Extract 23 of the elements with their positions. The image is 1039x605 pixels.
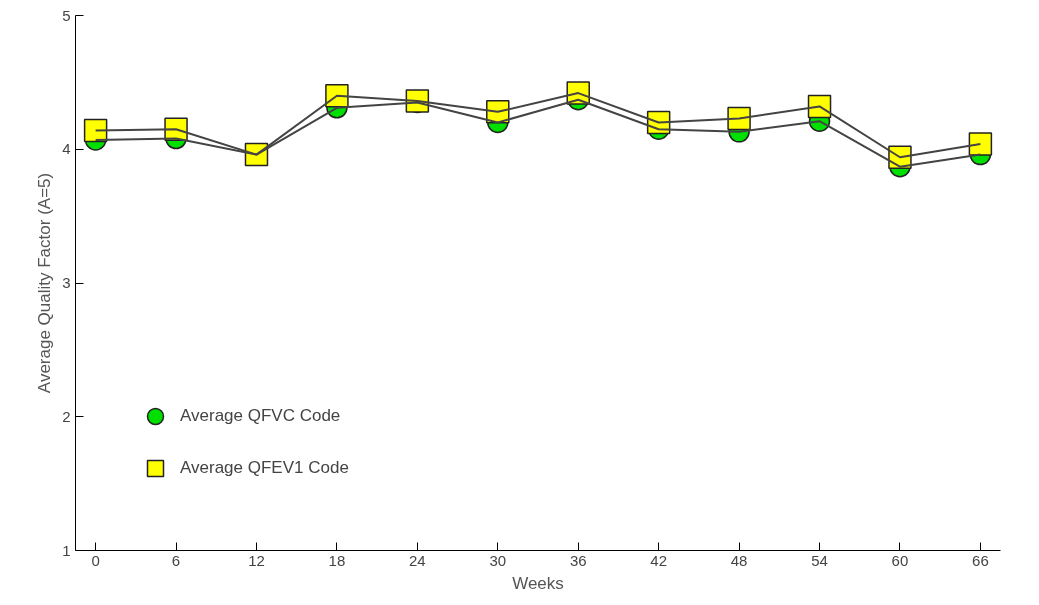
- y-tick-label: 4: [62, 140, 71, 158]
- x-tick-label: 48: [730, 551, 748, 569]
- point: [727, 106, 751, 131]
- x-tick-label: 12: [248, 551, 265, 569]
- y-tick-label: 1: [62, 541, 71, 559]
- x-tick-label: 6: [171, 551, 181, 569]
- y-axis-title: Average Quality Factor (A=5): [35, 172, 55, 394]
- legend-label: Average QFEV1 Code: [180, 458, 349, 478]
- x-tick-label: 66: [972, 551, 989, 569]
- x-tick-label: 60: [891, 551, 909, 569]
- x-tick-label: 18: [328, 551, 346, 569]
- x-axis-title: Weeks: [512, 573, 564, 593]
- y-tick-label: 2: [62, 407, 71, 425]
- x-tick-label: 0: [91, 551, 100, 569]
- y-tick-label: 3: [62, 274, 71, 291]
- point: [968, 132, 993, 156]
- x-tick-label: 54: [811, 551, 828, 569]
- x-tick-label: 24: [409, 551, 426, 569]
- x-tick-label: 30: [489, 551, 507, 569]
- y-tick-label: 5: [62, 6, 71, 24]
- x-tick-label: 42: [650, 551, 667, 569]
- x-tick-label: 36: [569, 551, 587, 569]
- legend-label: Average QFVC Code: [180, 406, 341, 426]
